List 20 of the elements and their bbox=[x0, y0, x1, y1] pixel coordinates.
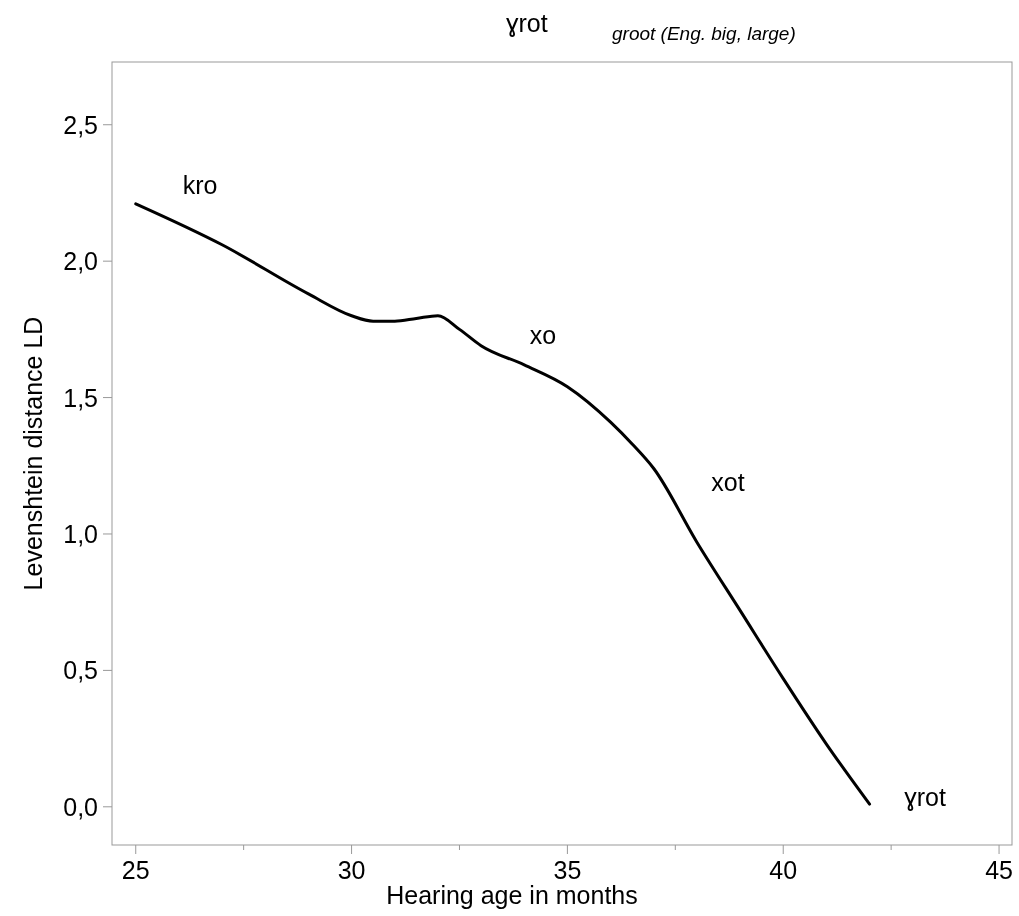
y-tick-label: 1,0 bbox=[63, 519, 98, 548]
x-tick-label: 40 bbox=[769, 856, 798, 884]
chart-title: ɣrot bbox=[506, 9, 548, 37]
y-tick-label: 2,5 bbox=[63, 110, 98, 139]
x-axis-title: Hearing age in months bbox=[386, 881, 638, 909]
annotation: ɣrot bbox=[904, 783, 946, 811]
line-series bbox=[134, 202, 872, 806]
x-tick-label: 45 bbox=[985, 856, 1013, 884]
y-tick-label: 1,5 bbox=[63, 383, 98, 412]
y-tick-label: 0,5 bbox=[63, 656, 98, 685]
y-axis-title: Levenshtein distance LD bbox=[19, 316, 47, 591]
x-tick-label: 25 bbox=[121, 856, 150, 884]
annotation: xo bbox=[529, 321, 557, 349]
y-tick-label: 2,0 bbox=[63, 247, 98, 276]
annotation: kro bbox=[182, 171, 218, 199]
annotation: xot bbox=[711, 468, 745, 496]
y-tick-label: 0,0 bbox=[63, 792, 98, 821]
x-tick-label: 35 bbox=[553, 856, 582, 884]
chart-subtitle: groot (Eng. big, large) bbox=[612, 23, 796, 44]
x-tick-label: 30 bbox=[337, 856, 366, 884]
